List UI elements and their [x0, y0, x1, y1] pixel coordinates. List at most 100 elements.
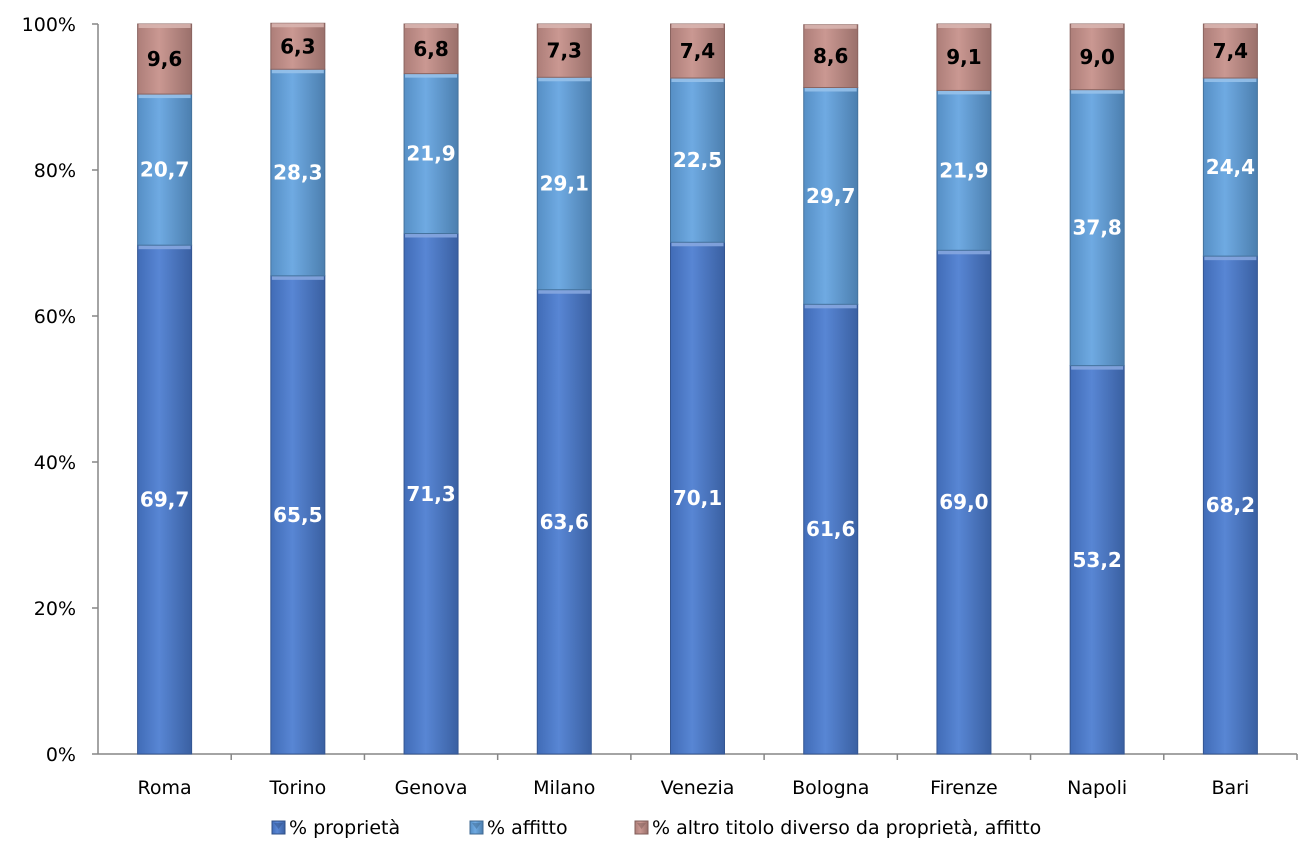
y-tick-label: 60% — [34, 306, 76, 328]
data-label: 6,8 — [413, 37, 448, 61]
data-label: 21,9 — [406, 142, 455, 166]
legend: % proprietà % affitto % altro titolo diver… — [271, 817, 1041, 839]
bar-segment — [403, 233, 459, 755]
data-label: 7,4 — [1213, 39, 1248, 63]
x-tick-label: Genova — [395, 777, 468, 799]
x-tick-label: Torino — [268, 777, 326, 799]
bar-segment — [670, 77, 725, 243]
bar-segment-highlight — [671, 242, 724, 247]
bar-segment-highlight — [1204, 256, 1257, 261]
x-tick-label: Napoli — [1067, 777, 1127, 799]
bar-segment-highlight — [138, 245, 191, 250]
bar-segment-highlight — [138, 24, 191, 28]
bar-segment-highlight — [538, 289, 591, 294]
legend-item: % altro titolo diverso da proprietà, aff… — [634, 817, 1041, 839]
bar-segment — [803, 87, 859, 305]
bar-segment-highlight — [1071, 24, 1124, 28]
data-label: 8,6 — [813, 44, 848, 68]
data-label: 71,3 — [406, 482, 455, 506]
bar-segment-highlight — [804, 24, 857, 29]
data-label: 69,7 — [140, 488, 189, 512]
y-tick-label: 100% — [22, 14, 76, 36]
x-tick-label: Milano — [533, 777, 595, 799]
data-label: 69,0 — [939, 490, 988, 514]
bar-segment-highlight — [405, 73, 458, 78]
data-label: 9,0 — [1079, 45, 1114, 69]
data-label: 70,1 — [673, 486, 722, 510]
bar-segment — [936, 249, 992, 755]
y-tick-label: 0% — [46, 744, 76, 766]
bar-segment — [803, 303, 859, 755]
legend-label: % altro titolo diverso da proprietà, aff… — [652, 817, 1041, 839]
bar-segment — [137, 23, 193, 95]
x-tick-label: Venezia — [661, 777, 735, 799]
legend-swatch-bevel — [637, 823, 646, 829]
data-label: 29,1 — [540, 172, 589, 196]
bar-segment — [936, 89, 992, 251]
data-label: 20,7 — [140, 158, 189, 182]
data-label: 7,3 — [547, 39, 582, 63]
data-label: 63,6 — [540, 510, 589, 534]
data-label: 22,5 — [673, 148, 722, 172]
bar-segment-highlight — [937, 250, 990, 255]
axes: 0% 20% 40% 60% 80% 100% Roma Torino Genova Milano… — [22, 14, 1298, 799]
data-label: 6,3 — [280, 34, 315, 58]
bar-segment-highlight — [937, 90, 990, 95]
legend-swatch-bevel — [274, 823, 283, 829]
bar-segment-highlight — [271, 69, 324, 74]
y-tick-label: 20% — [34, 598, 76, 620]
data-label: 9,1 — [946, 45, 981, 69]
bar-segment — [536, 76, 592, 291]
bar-segment — [1069, 89, 1125, 367]
data-label: 53,2 — [1072, 548, 1121, 572]
data-label: 24,4 — [1206, 155, 1255, 179]
bar-segment — [270, 68, 326, 277]
bar-segment-highlight — [1204, 24, 1257, 28]
data-label: 37,8 — [1072, 216, 1121, 240]
y-tick-label: 80% — [34, 160, 76, 182]
bar-segment-highlight — [804, 304, 857, 309]
bar-segment-highlight — [937, 24, 990, 28]
legend-swatch-bevel — [472, 823, 481, 829]
data-label: 9,6 — [147, 47, 182, 71]
legend-label: % affitto — [487, 817, 568, 839]
bar-segment-highlight — [271, 275, 324, 280]
bar-segment — [270, 275, 326, 755]
data-label: 29,7 — [806, 184, 855, 208]
legend-item: % affitto — [469, 817, 568, 839]
bar-segment — [1069, 23, 1125, 91]
bar-segment — [670, 241, 725, 755]
bar-segment — [536, 289, 592, 755]
bar-segment-highlight — [804, 87, 857, 92]
bar-segment-highlight — [138, 94, 191, 99]
bar-segment — [1202, 77, 1258, 257]
bar-segment-highlight — [1071, 89, 1124, 94]
bar-segment-highlight — [405, 233, 458, 238]
bars — [137, 22, 1258, 755]
x-tick-label: Firenze — [930, 777, 998, 799]
data-label: 28,3 — [273, 161, 322, 185]
data-labels: 69,7 20,7 9,6 65,5 28,3 6,3 71,3 21,9 6,8 63,6 29,… — [140, 34, 1255, 572]
bar-segment-highlight — [1071, 365, 1124, 370]
legend-label: % proprietà — [289, 817, 400, 839]
bar-segment — [270, 22, 326, 70]
bar-segment — [137, 244, 193, 755]
data-label: 21,9 — [939, 158, 988, 182]
data-label: 61,6 — [806, 517, 855, 541]
y-tick-label: 40% — [34, 452, 76, 474]
data-label: 65,5 — [273, 503, 322, 527]
legend-item: % proprietà — [271, 817, 400, 839]
bar-segment-highlight — [538, 77, 591, 82]
x-tick-label: Bari — [1211, 777, 1249, 799]
bar-segment — [1202, 255, 1258, 755]
bar-segment — [403, 23, 459, 75]
data-label: 68,2 — [1206, 493, 1255, 517]
bar-segment — [670, 23, 725, 79]
bar-segment — [403, 73, 459, 235]
x-tick-label: Roma — [138, 777, 192, 799]
data-label: 7,4 — [680, 39, 715, 63]
bar-segment-highlight — [671, 78, 724, 83]
bar-segment-highlight — [671, 24, 724, 28]
